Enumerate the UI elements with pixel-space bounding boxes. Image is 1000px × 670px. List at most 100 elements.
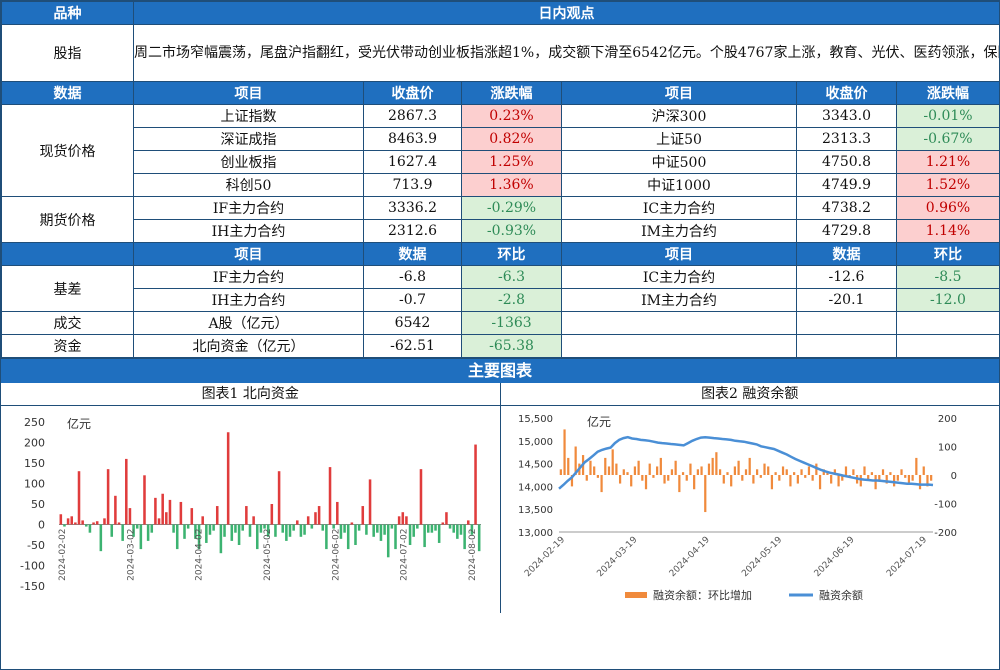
bar — [332, 524, 335, 529]
bar — [456, 524, 459, 539]
bar — [466, 520, 470, 525]
bar — [774, 472, 777, 475]
bar — [911, 475, 914, 481]
bar — [379, 524, 383, 541]
bar — [670, 469, 673, 475]
bar — [736, 460, 740, 475]
y-right-tick-label: 100 — [937, 443, 956, 454]
bar — [412, 524, 415, 537]
y-tick-label: 100 — [24, 478, 45, 491]
y-right-tick-label: -100 — [934, 500, 957, 511]
bar — [818, 475, 821, 490]
futures-close-2: 4729.8 — [796, 219, 897, 243]
spot-name: 上证指数 — [133, 104, 364, 128]
bar — [357, 524, 361, 531]
price-header-change: 涨跌幅 — [461, 81, 562, 105]
bar — [829, 475, 832, 484]
y-left-tick-label: 14,500 — [518, 460, 553, 471]
bar — [248, 524, 252, 537]
volume-mom: -1363 — [461, 311, 562, 335]
bar — [201, 516, 204, 525]
charts-section-title: 主要图表 — [1, 358, 999, 383]
spot-change: 1.25% — [461, 150, 562, 174]
futures-close: 2312.6 — [363, 219, 462, 243]
bar — [325, 524, 328, 550]
bar — [740, 475, 743, 481]
bar — [314, 512, 317, 525]
header-intraday-view: 日内观点 — [133, 1, 1000, 25]
bar — [707, 463, 710, 475]
bar — [777, 475, 780, 481]
bar — [766, 466, 769, 475]
volume-label: 成交 — [1, 311, 134, 335]
spot-name: 深证成指 — [133, 127, 364, 151]
bar — [208, 524, 212, 535]
funds-name: 北向资金（亿元） — [133, 334, 364, 358]
bar — [870, 472, 873, 475]
bar — [408, 524, 412, 545]
bar — [143, 475, 146, 525]
x-tick-label: 2024-04-19 — [667, 535, 711, 579]
bar — [570, 475, 573, 487]
bar — [394, 524, 397, 550]
bar — [711, 457, 714, 475]
bar — [618, 475, 621, 484]
bar — [88, 524, 92, 533]
futures-name-2: IM主力合约 — [561, 219, 797, 243]
margin-chart-svg: 13,000 13,500 14,000 14,500 15,000 15,500 -200… — [518, 414, 957, 602]
bar — [161, 493, 164, 525]
spot-change: 0.82% — [461, 127, 562, 151]
bar — [361, 506, 365, 525]
bar — [562, 429, 566, 475]
bar — [748, 457, 751, 475]
basis-header-blank — [1, 242, 134, 266]
bar — [186, 524, 190, 529]
bar — [117, 522, 121, 525]
bar — [637, 460, 640, 475]
basis-value: -6.8 — [363, 265, 462, 289]
bar — [114, 495, 117, 525]
bar — [463, 524, 466, 550]
futures-change-2: 0.96% — [896, 196, 1000, 220]
bar — [866, 475, 869, 481]
y-axis-label: 亿元 — [67, 416, 91, 431]
bar — [803, 475, 806, 478]
bar — [281, 524, 285, 533]
bar — [907, 475, 910, 484]
spot-change-2: -0.01% — [896, 104, 1000, 128]
bar — [426, 524, 430, 533]
bar — [226, 432, 230, 525]
bar — [888, 472, 892, 475]
spot-name-2: 中证1000 — [561, 173, 797, 197]
bar — [306, 516, 310, 525]
bar — [365, 524, 368, 535]
margin-chart: 图表2 融资余额 13,000 13,500 14,000 14,500 15,000 1… — [500, 383, 999, 613]
bar — [92, 522, 95, 525]
bar — [666, 475, 669, 481]
x-tick-label: 2024-06-02 — [331, 529, 341, 581]
futures-close: 3336.2 — [363, 196, 462, 220]
spot-change-2: 1.21% — [896, 150, 1000, 174]
futures-name: IF主力合约 — [133, 196, 364, 220]
bar — [611, 449, 614, 475]
basis-mom: -6.3 — [461, 265, 562, 289]
bar — [346, 524, 350, 550]
empty-cell — [561, 311, 797, 335]
bar — [343, 524, 346, 533]
bar — [811, 475, 814, 481]
bar — [292, 524, 295, 531]
bar — [592, 466, 595, 475]
price-header-data: 数据 — [1, 81, 134, 105]
bar — [95, 521, 99, 525]
legend-label: 融资余额：环比增加 — [653, 588, 752, 602]
basis-value: -0.7 — [363, 288, 462, 312]
basis-name-2: IC主力合约 — [561, 265, 797, 289]
spot-name-2: 中证500 — [561, 150, 797, 174]
bar — [252, 516, 255, 525]
bar — [190, 508, 194, 525]
bar — [266, 524, 270, 537]
bar — [929, 475, 932, 481]
spot-close: 2867.3 — [363, 104, 462, 128]
bar — [321, 524, 325, 531]
bar — [132, 524, 135, 537]
